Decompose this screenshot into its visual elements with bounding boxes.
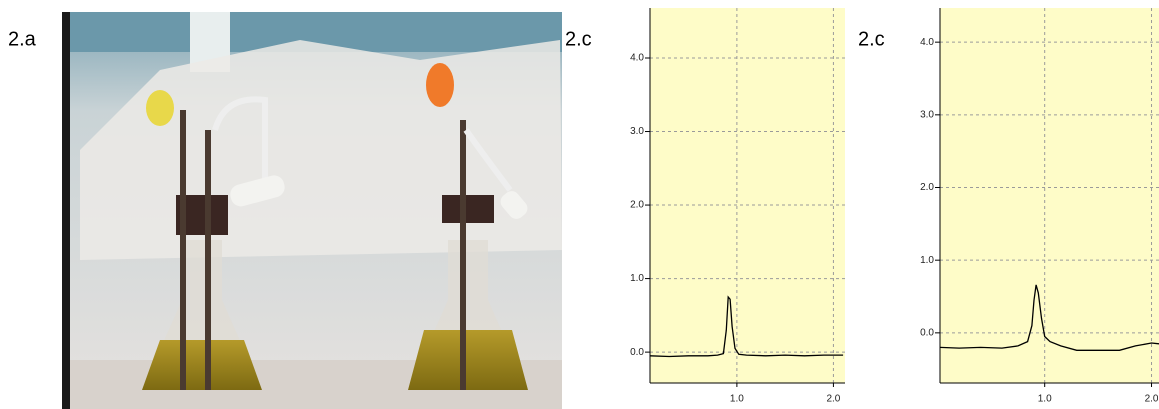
y-tick-label: 1.0	[630, 273, 644, 284]
photo	[62, 12, 562, 409]
plot-area	[940, 8, 1159, 383]
y-tick-label: 4.0	[630, 53, 644, 64]
x-tick-label: 1.0	[1038, 394, 1052, 405]
data-line	[649, 295, 844, 358]
panel-label: 2.c	[565, 28, 592, 50]
y-tick-label: 1.0	[920, 255, 934, 266]
y-tick-label: 0.0	[630, 347, 644, 358]
plot-area	[650, 8, 845, 383]
y-tick-label: 3.0	[630, 126, 644, 137]
y-tick-label: 2.0	[630, 200, 644, 211]
y-tick-label: 2.0	[920, 182, 934, 193]
chart: 0.0 1.0 2.0 3.0 4.0 1.0 2.0	[630, 8, 845, 405]
x-tick-label: 2.0	[826, 394, 840, 405]
chart: 0.0 1.0 2.0 3.0 4.0 1.0 2.0	[920, 8, 1159, 405]
panel-label: 2.a	[8, 28, 37, 50]
y-tick-label: 3.0	[920, 109, 934, 120]
y-tick-label: 0.0	[920, 327, 934, 338]
y-tick-label: 4.0	[920, 37, 934, 48]
x-tick-label: 1.0	[730, 394, 744, 405]
data-line	[939, 284, 1159, 351]
x-tick-label: 2.0	[1145, 394, 1159, 405]
panel-label: 2.c	[858, 28, 885, 50]
